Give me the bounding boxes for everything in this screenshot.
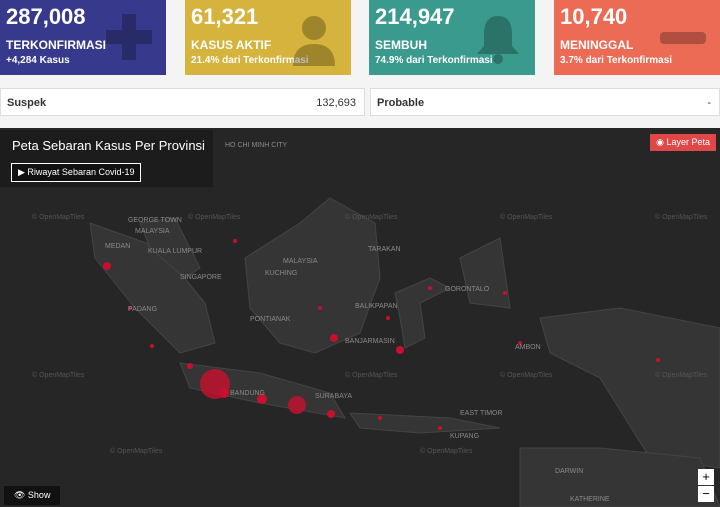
place-label: DARWIN (555, 468, 584, 475)
attribution: © OpenMapTiles (500, 214, 553, 221)
card: 10,740 MENINGGAL 3.7% dari Terkonfirmasi (554, 0, 720, 75)
place-label: KUCHING (265, 270, 298, 277)
place-label: PADANG (128, 306, 158, 313)
map-title: Peta Sebaran Kasus Per Provinsi (12, 138, 205, 153)
place-label: PONTIANAK (250, 316, 291, 323)
attribution: © OpenMapTiles (110, 448, 163, 455)
place-label: GEORGE TOWN (128, 217, 182, 224)
stat-value: - (707, 97, 711, 109)
land (89, 197, 720, 507)
icon (660, 32, 706, 44)
place-label: EAST TIMOR (460, 410, 503, 417)
card-value: 10,740 (560, 4, 628, 29)
place-label: MEDAN (105, 243, 131, 250)
place-label: BANJARMASIN (345, 338, 395, 345)
place-label: GORONTALO (445, 286, 490, 293)
card: 61,321 KASUS AKTIF 21.4% dari Terkonfirm… (185, 0, 351, 75)
card: 287,008 TERKONFIRMASI +4,284 Kasus (0, 0, 166, 75)
card-sub: 74.9% dari Terkonfirmasi (375, 55, 493, 66)
attribution: © OpenMapTiles (32, 214, 85, 221)
card-sub: 21.4% dari Terkonfirmasi (191, 55, 309, 66)
icon (477, 16, 519, 64)
card-value: 287,008 (6, 4, 86, 29)
map-canvas (89, 197, 720, 507)
stat-label: Probable (377, 97, 425, 109)
layer-button[interactable]: ◉ Layer Peta (650, 134, 716, 151)
place-label: KATHERINE (570, 496, 610, 503)
card-label: MENINGGAL (560, 38, 634, 52)
place-label: BALIKPAPAN (355, 303, 398, 310)
place-label: BANDUNG (230, 390, 266, 397)
place-label: HO CHI MINH CITY (225, 142, 288, 149)
attribution: © OpenMapTiles (655, 372, 708, 379)
card-sub: +4,284 Kasus (6, 55, 70, 66)
zoom-out[interactable]: − (698, 486, 714, 502)
card-sub: 3.7% dari Terkonfirmasi (560, 55, 673, 66)
attribution: © OpenMapTiles (32, 372, 85, 379)
place-label: TARAKAN (368, 246, 401, 253)
place-label: MALAYSIA (135, 228, 170, 235)
attribution: © OpenMapTiles (345, 372, 398, 379)
case-dots (103, 239, 660, 430)
place-label: MALAYSIA (283, 258, 318, 265)
map[interactable]: HO CHI MINH CITY GEORGE TOWN MALAYSIA MEDAN… (0, 128, 720, 507)
place-label: SURABAYA (315, 393, 353, 400)
zoom-in[interactable]: + (698, 469, 714, 485)
card-value: 61,321 (191, 4, 259, 29)
icon (106, 14, 152, 60)
place-label: KUPANG (450, 433, 480, 440)
stat-label: Suspek (7, 97, 47, 109)
stat-box: Suspek 132,693 (0, 88, 365, 116)
place-label: SINGAPORE (180, 274, 222, 281)
place-label: KUALA LUMPUR (148, 248, 203, 255)
icon (293, 16, 335, 66)
attribution: © OpenMapTiles (420, 448, 473, 455)
history-button[interactable]: ▶ Riwayat Sebaran Covid-19 (11, 163, 142, 182)
card: 214,947 SEMBUH 74.9% dari Terkonfirmasi (369, 0, 535, 75)
map-header: Peta Sebaran Kasus Per Provinsi ▶ Riwaya… (0, 130, 213, 187)
stat-box: Probable - (370, 88, 720, 116)
stat-value: 132,693 (316, 97, 356, 109)
show-button[interactable]: 👁 Show (4, 486, 61, 505)
card-value: 214,947 (375, 4, 455, 29)
card-label: TERKONFIRMASI (6, 38, 106, 52)
card-label: SEMBUH (375, 38, 428, 52)
attribution: © OpenMapTiles (345, 214, 398, 221)
card-label: KASUS AKTIF (191, 38, 272, 52)
attribution: © OpenMapTiles (655, 214, 708, 221)
place-label: AMBON (515, 344, 541, 351)
attribution: © OpenMapTiles (500, 372, 553, 379)
attribution: © OpenMapTiles (188, 214, 241, 221)
